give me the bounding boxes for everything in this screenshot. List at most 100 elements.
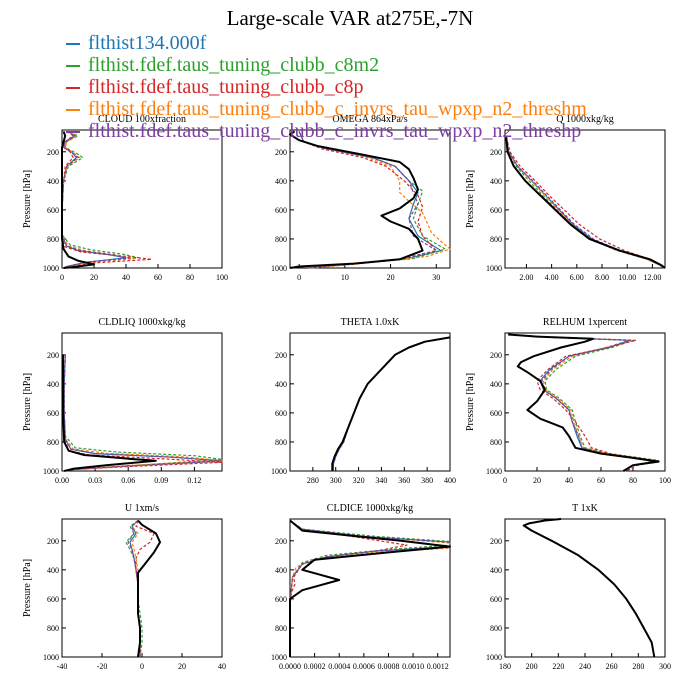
y-tick-label: 400	[47, 380, 59, 389]
y-tick-label: 600	[490, 595, 502, 604]
plot-frame	[504, 332, 666, 472]
y-tick-label: 400	[490, 177, 502, 186]
legend-label: flthist.fdef.taus_tuning_clubb_c_invrs_t…	[88, 98, 587, 120]
x-tick-label: 280	[632, 662, 644, 671]
plot-frame	[61, 129, 223, 269]
x-tick-label: 20	[178, 662, 186, 671]
x-tick-label: 2.00	[519, 273, 533, 282]
x-tick-label: 0.0002	[304, 662, 326, 671]
plot-title: THETA 1.0xK	[341, 317, 400, 328]
x-tick-label: 6.00	[570, 273, 584, 282]
plot-frame	[504, 518, 666, 658]
x-tick-label: 300	[659, 662, 671, 671]
y-axis-label: Pressure [hPa]	[22, 373, 33, 431]
x-tick-label: 180	[499, 662, 511, 671]
x-tick-label: 0.0000	[279, 662, 301, 671]
y-tick-label: 1000	[271, 467, 287, 476]
plot-title: U 1xm/s	[125, 503, 159, 514]
series-line	[505, 137, 666, 269]
series-line	[523, 518, 655, 658]
x-tick-label: 8.00	[595, 273, 609, 282]
y-tick-label: 200	[47, 537, 59, 546]
y-tick-label: 800	[47, 235, 59, 244]
x-tick-label: 220	[552, 662, 564, 671]
y-tick-label: 400	[490, 566, 502, 575]
y-tick-label: 600	[275, 409, 287, 418]
series-line	[62, 354, 157, 472]
legend-label: flthist.fdef.taus_tuning_clubb_c8m2	[88, 54, 380, 76]
y-tick-label: 600	[490, 206, 502, 215]
x-tick-label: 30	[432, 273, 440, 282]
x-tick-label: 0.06	[121, 476, 135, 485]
series-line	[63, 354, 223, 472]
x-tick-label: 0	[140, 662, 144, 671]
y-tick-label: 600	[490, 409, 502, 418]
legend-label: flthist.fdef.taus_tuning_clubb_c8p	[88, 76, 364, 98]
y-tick-label: 600	[47, 409, 59, 418]
y-tick-label: 1000	[271, 653, 287, 662]
y-tick-label: 800	[490, 438, 502, 447]
y-tick-label: 400	[47, 177, 59, 186]
series-line	[523, 518, 655, 658]
x-tick-label: 300	[330, 476, 342, 485]
series-line	[137, 519, 161, 658]
series-line	[298, 131, 451, 269]
y-tick-label: 1000	[43, 264, 59, 273]
x-tick-label: 200	[526, 662, 538, 671]
x-tick-label: 240	[579, 662, 591, 671]
series-line	[508, 333, 660, 472]
x-tick-label: 0.0010	[402, 662, 424, 671]
y-tick-label: 800	[490, 624, 502, 633]
legend-label: flthist.fdef.taus_tuning_clubb_c_invrs_t…	[88, 120, 582, 142]
series-line	[522, 518, 656, 658]
x-tick-label: 40	[218, 662, 226, 671]
y-tick-label: 200	[275, 148, 287, 157]
x-tick-label: 100	[216, 273, 228, 282]
plot-title: CLDICE 1000xkg/kg	[327, 503, 413, 514]
x-tick-label: 10.00	[618, 273, 636, 282]
y-tick-label: 400	[275, 566, 287, 575]
x-tick-label: 60	[154, 273, 162, 282]
x-tick-label: 0.00	[55, 476, 69, 485]
y-tick-label: 600	[47, 595, 59, 604]
series-line	[298, 131, 437, 269]
legend-swatch	[66, 43, 80, 45]
legend-swatch	[66, 109, 80, 111]
y-tick-label: 600	[275, 595, 287, 604]
legend-entry: flthist.fdef.taus_tuning_clubb_c8p	[66, 76, 686, 98]
plot-title: CLDLIQ 1000xkg/kg	[99, 317, 186, 328]
y-axis-label: Pressure [hPa]	[22, 559, 33, 617]
series-line	[298, 131, 437, 269]
series-line	[331, 336, 451, 471]
y-axis-label: Pressure [hPa]	[22, 170, 33, 228]
series-line	[505, 137, 665, 269]
y-tick-label: 400	[47, 566, 59, 575]
x-tick-label: 0	[60, 273, 64, 282]
x-tick-label: -40	[57, 662, 68, 671]
series-line	[505, 137, 665, 269]
plot-frame	[289, 129, 451, 269]
y-tick-label: 1000	[43, 653, 59, 662]
series-line	[508, 333, 658, 472]
legend-entry: flthist.fdef.taus_tuning_clubb_c_invrs_t…	[66, 98, 686, 120]
y-tick-label: 200	[490, 148, 502, 157]
legend-entry: flthist134.000f	[66, 32, 686, 54]
y-tick-label: 200	[490, 537, 502, 546]
y-tick-label: 200	[275, 351, 287, 360]
x-tick-label: 340	[375, 476, 387, 485]
plot-frame	[289, 332, 451, 472]
y-tick-label: 800	[275, 235, 287, 244]
series-line	[523, 518, 655, 658]
series-line	[508, 333, 660, 472]
legend-swatch	[66, 65, 80, 67]
series-line	[63, 354, 223, 472]
series-line	[63, 354, 223, 472]
x-tick-label: 60	[597, 476, 605, 485]
y-tick-label: 200	[275, 537, 287, 546]
x-tick-label: 0	[297, 273, 301, 282]
series-line	[289, 519, 451, 657]
y-tick-label: 200	[47, 148, 59, 157]
series-line	[63, 354, 223, 472]
y-tick-label: 600	[275, 206, 287, 215]
